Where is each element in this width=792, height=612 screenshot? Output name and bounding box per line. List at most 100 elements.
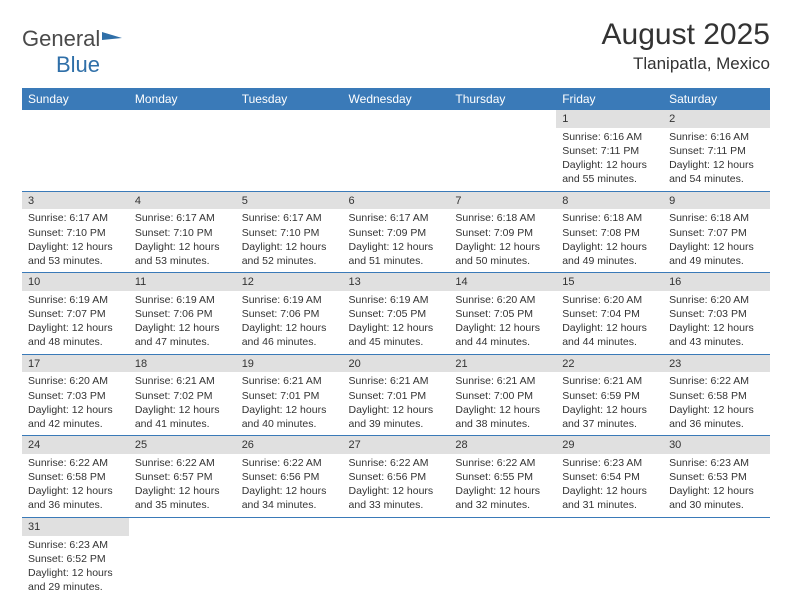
day-body: Sunrise: 6:20 AMSunset: 7:03 PMDaylight:… <box>22 372 129 435</box>
calendar-day-empty <box>236 110 343 191</box>
sunrise-line: Sunrise: 6:18 AM <box>562 211 657 225</box>
calendar-day: 28Sunrise: 6:22 AMSunset: 6:55 PMDayligh… <box>449 436 556 518</box>
day-body: Sunrise: 6:23 AMSunset: 6:54 PMDaylight:… <box>556 454 663 517</box>
daylight-line: Daylight: 12 hours and 41 minutes. <box>135 403 230 431</box>
calendar-day: 6Sunrise: 6:17 AMSunset: 7:09 PMDaylight… <box>343 191 450 273</box>
daylight-line: Daylight: 12 hours and 51 minutes. <box>349 240 444 268</box>
day-number: 3 <box>22 192 129 210</box>
sunset-line: Sunset: 6:52 PM <box>28 552 123 566</box>
daylight-line: Daylight: 12 hours and 29 minutes. <box>28 566 123 594</box>
daylight-line: Daylight: 12 hours and 40 minutes. <box>242 403 337 431</box>
day-number: 2 <box>663 110 770 128</box>
day-body: Sunrise: 6:22 AMSunset: 6:56 PMDaylight:… <box>236 454 343 517</box>
calendar-day: 1Sunrise: 6:16 AMSunset: 7:11 PMDaylight… <box>556 110 663 191</box>
day-number: 6 <box>343 192 450 210</box>
day-body: Sunrise: 6:16 AMSunset: 7:11 PMDaylight:… <box>663 128 770 191</box>
calendar-head: SundayMondayTuesdayWednesdayThursdayFrid… <box>22 88 770 110</box>
day-body <box>449 536 556 542</box>
calendar-week: 24Sunrise: 6:22 AMSunset: 6:58 PMDayligh… <box>22 436 770 518</box>
day-body: Sunrise: 6:21 AMSunset: 7:02 PMDaylight:… <box>129 372 236 435</box>
daylight-line: Daylight: 12 hours and 43 minutes. <box>669 321 764 349</box>
logo-text: GeneralBlue <box>22 26 124 78</box>
day-body: Sunrise: 6:21 AMSunset: 6:59 PMDaylight:… <box>556 372 663 435</box>
calendar-day-empty <box>22 110 129 191</box>
calendar-day-empty <box>343 517 450 598</box>
header: GeneralBlue August 2025 Tlanipatla, Mexi… <box>22 18 770 78</box>
sunrise-line: Sunrise: 6:22 AM <box>242 456 337 470</box>
sunset-line: Sunset: 6:58 PM <box>669 389 764 403</box>
day-body: Sunrise: 6:23 AMSunset: 6:53 PMDaylight:… <box>663 454 770 517</box>
sunrise-line: Sunrise: 6:20 AM <box>562 293 657 307</box>
day-body: Sunrise: 6:22 AMSunset: 6:57 PMDaylight:… <box>129 454 236 517</box>
calendar-day: 9Sunrise: 6:18 AMSunset: 7:07 PMDaylight… <box>663 191 770 273</box>
calendar-day: 25Sunrise: 6:22 AMSunset: 6:57 PMDayligh… <box>129 436 236 518</box>
day-number <box>556 518 663 536</box>
sunrise-line: Sunrise: 6:21 AM <box>455 374 550 388</box>
day-number: 5 <box>236 192 343 210</box>
calendar-day: 10Sunrise: 6:19 AMSunset: 7:07 PMDayligh… <box>22 273 129 355</box>
daylight-line: Daylight: 12 hours and 31 minutes. <box>562 484 657 512</box>
title-block: August 2025 Tlanipatla, Mexico <box>602 18 770 74</box>
day-number: 4 <box>129 192 236 210</box>
daylight-line: Daylight: 12 hours and 38 minutes. <box>455 403 550 431</box>
day-body: Sunrise: 6:20 AMSunset: 7:05 PMDaylight:… <box>449 291 556 354</box>
calendar-day: 12Sunrise: 6:19 AMSunset: 7:06 PMDayligh… <box>236 273 343 355</box>
logo: GeneralBlue <box>22 18 124 78</box>
day-body: Sunrise: 6:18 AMSunset: 7:09 PMDaylight:… <box>449 209 556 272</box>
daylight-line: Daylight: 12 hours and 54 minutes. <box>669 158 764 186</box>
sunset-line: Sunset: 7:09 PM <box>455 226 550 240</box>
daylight-line: Daylight: 12 hours and 50 minutes. <box>455 240 550 268</box>
calendar-day: 14Sunrise: 6:20 AMSunset: 7:05 PMDayligh… <box>449 273 556 355</box>
daylight-line: Daylight: 12 hours and 37 minutes. <box>562 403 657 431</box>
weekday-header: Thursday <box>449 88 556 110</box>
day-number <box>449 110 556 128</box>
daylight-line: Daylight: 12 hours and 48 minutes. <box>28 321 123 349</box>
sunset-line: Sunset: 6:56 PM <box>349 470 444 484</box>
sunrise-line: Sunrise: 6:22 AM <box>669 374 764 388</box>
day-number: 21 <box>449 355 556 373</box>
day-body: Sunrise: 6:22 AMSunset: 6:56 PMDaylight:… <box>343 454 450 517</box>
day-number <box>236 110 343 128</box>
day-number: 27 <box>343 436 450 454</box>
sunset-line: Sunset: 6:55 PM <box>455 470 550 484</box>
day-number: 28 <box>449 436 556 454</box>
calendar-day-empty <box>449 110 556 191</box>
day-body: Sunrise: 6:19 AMSunset: 7:06 PMDaylight:… <box>129 291 236 354</box>
calendar-day: 20Sunrise: 6:21 AMSunset: 7:01 PMDayligh… <box>343 354 450 436</box>
day-number <box>343 110 450 128</box>
day-body: Sunrise: 6:21 AMSunset: 7:01 PMDaylight:… <box>343 372 450 435</box>
day-number: 9 <box>663 192 770 210</box>
day-body <box>663 536 770 542</box>
flag-icon <box>102 26 124 52</box>
day-body: Sunrise: 6:18 AMSunset: 7:08 PMDaylight:… <box>556 209 663 272</box>
sunset-line: Sunset: 7:11 PM <box>562 144 657 158</box>
daylight-line: Daylight: 12 hours and 55 minutes. <box>562 158 657 186</box>
day-body: Sunrise: 6:18 AMSunset: 7:07 PMDaylight:… <box>663 209 770 272</box>
weekday-header: Friday <box>556 88 663 110</box>
sunrise-line: Sunrise: 6:20 AM <box>455 293 550 307</box>
sunset-line: Sunset: 7:03 PM <box>669 307 764 321</box>
day-body <box>22 128 129 134</box>
calendar-day: 26Sunrise: 6:22 AMSunset: 6:56 PMDayligh… <box>236 436 343 518</box>
calendar-day: 8Sunrise: 6:18 AMSunset: 7:08 PMDaylight… <box>556 191 663 273</box>
calendar-day-empty <box>663 517 770 598</box>
month-title: August 2025 <box>602 18 770 52</box>
daylight-line: Daylight: 12 hours and 30 minutes. <box>669 484 764 512</box>
sunrise-line: Sunrise: 6:16 AM <box>562 130 657 144</box>
day-number: 30 <box>663 436 770 454</box>
sunrise-line: Sunrise: 6:18 AM <box>669 211 764 225</box>
calendar-day: 7Sunrise: 6:18 AMSunset: 7:09 PMDaylight… <box>449 191 556 273</box>
day-number: 24 <box>22 436 129 454</box>
day-body: Sunrise: 6:22 AMSunset: 6:58 PMDaylight:… <box>22 454 129 517</box>
sunrise-line: Sunrise: 6:17 AM <box>28 211 123 225</box>
sunset-line: Sunset: 7:10 PM <box>135 226 230 240</box>
sunset-line: Sunset: 7:00 PM <box>455 389 550 403</box>
calendar-week: 1Sunrise: 6:16 AMSunset: 7:11 PMDaylight… <box>22 110 770 191</box>
calendar-day: 23Sunrise: 6:22 AMSunset: 6:58 PMDayligh… <box>663 354 770 436</box>
day-number: 7 <box>449 192 556 210</box>
day-body: Sunrise: 6:20 AMSunset: 7:04 PMDaylight:… <box>556 291 663 354</box>
sunset-line: Sunset: 6:54 PM <box>562 470 657 484</box>
sunset-line: Sunset: 7:05 PM <box>455 307 550 321</box>
sunset-line: Sunset: 7:04 PM <box>562 307 657 321</box>
calendar-day: 19Sunrise: 6:21 AMSunset: 7:01 PMDayligh… <box>236 354 343 436</box>
